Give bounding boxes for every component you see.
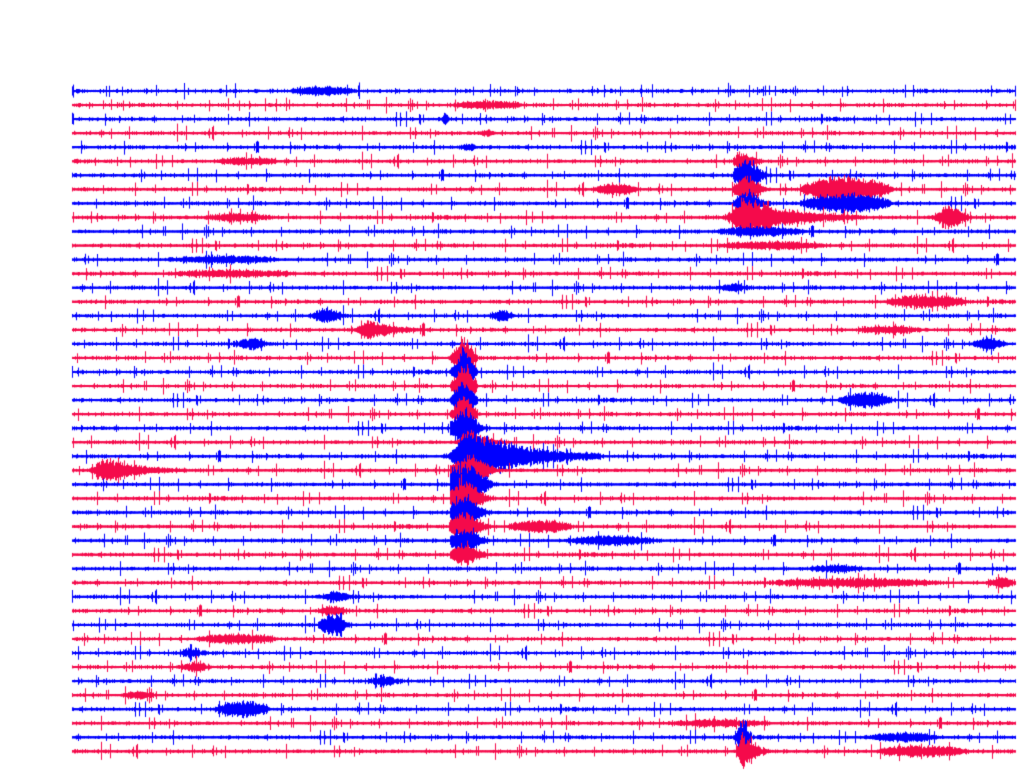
seismogram-page: HL Valsamata Applied filter: WWSSN-SP 20… (0, 0, 1024, 780)
seismogram-trace-canvas (0, 0, 1024, 780)
